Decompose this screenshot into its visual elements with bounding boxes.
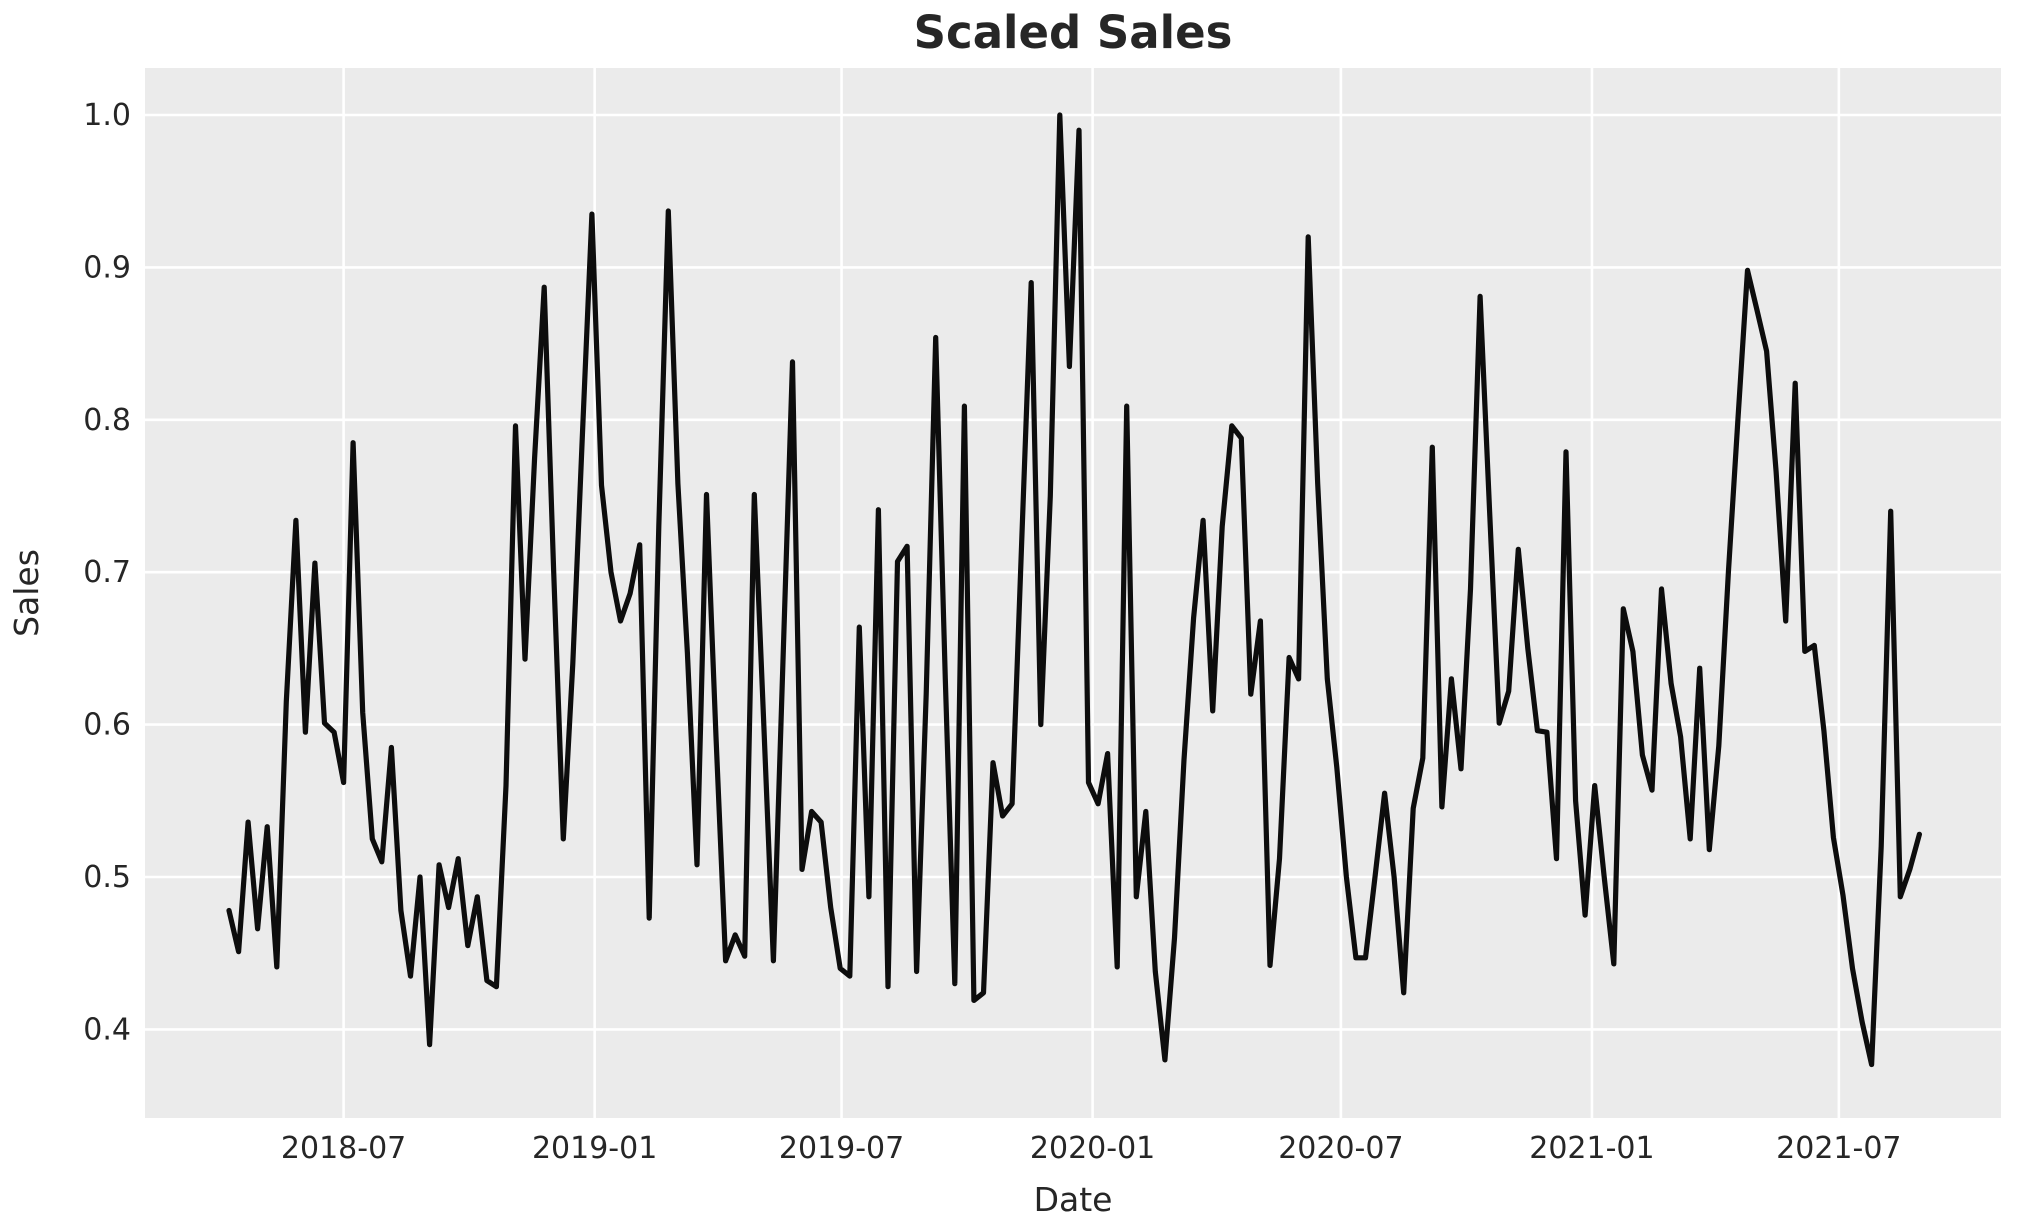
x-tick-label: 2019-01 — [532, 1131, 657, 1166]
x-tick-label: 2020-07 — [1278, 1131, 1403, 1166]
x-tick-label: 2021-07 — [1776, 1131, 1901, 1166]
x-tick-label: 2019-07 — [779, 1131, 904, 1166]
x-tick-label: 2020-01 — [1030, 1131, 1155, 1166]
y-tick-label: 0.9 — [83, 250, 131, 285]
y-tick-label: 0.4 — [83, 1012, 131, 1047]
y-tick-label: 1.0 — [83, 98, 131, 133]
x-tick-label: 2021-01 — [1529, 1131, 1654, 1166]
y-axis-title: Sales — [7, 549, 46, 637]
x-tick-label: 2018-07 — [281, 1131, 406, 1166]
chart-title: Scaled Sales — [914, 6, 1233, 59]
y-tick-label: 0.8 — [83, 403, 131, 438]
y-tick-label: 0.7 — [83, 555, 131, 590]
x-axis-title: Date — [1034, 1180, 1113, 1219]
y-tick-label: 0.6 — [83, 708, 131, 743]
sales-line — [226, 112, 1923, 1068]
y-tick-label: 0.5 — [83, 860, 131, 895]
